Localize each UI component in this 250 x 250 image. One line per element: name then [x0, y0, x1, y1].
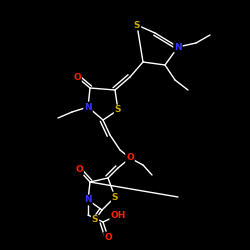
- Text: O: O: [126, 154, 134, 162]
- Text: O: O: [75, 166, 83, 174]
- Text: N: N: [84, 196, 92, 204]
- Text: O: O: [104, 232, 112, 241]
- Text: S: S: [112, 192, 118, 202]
- Text: N: N: [84, 102, 92, 112]
- Text: N: N: [174, 42, 182, 51]
- Text: O: O: [73, 72, 81, 82]
- Text: S: S: [92, 216, 98, 224]
- Text: S: S: [134, 20, 140, 30]
- Text: OH: OH: [110, 210, 126, 220]
- Text: S: S: [115, 106, 121, 114]
